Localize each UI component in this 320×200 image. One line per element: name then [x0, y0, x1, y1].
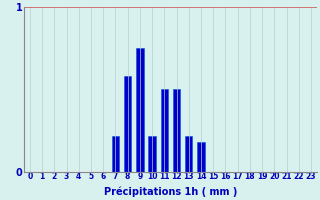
- Bar: [124, 76, 131, 172]
- Bar: [197, 142, 205, 172]
- Bar: [173, 89, 180, 172]
- Bar: [112, 136, 119, 172]
- Bar: [161, 89, 168, 172]
- X-axis label: Précipitations 1h ( mm ): Précipitations 1h ( mm ): [104, 187, 237, 197]
- Bar: [136, 48, 144, 172]
- Bar: [185, 136, 192, 172]
- Bar: [148, 136, 156, 172]
